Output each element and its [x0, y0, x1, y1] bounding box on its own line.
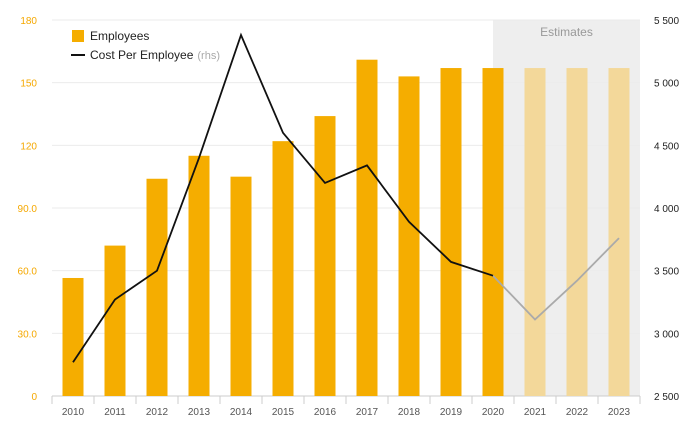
- right-tick-label: 3 500: [654, 267, 679, 278]
- bar-2023: [608, 68, 630, 397]
- legend: Employees Cost Per Employee (rhs): [71, 29, 220, 62]
- legend-line-suffix: (rhs): [197, 50, 220, 62]
- right-tick-label: 4 000: [654, 204, 679, 215]
- axes: 0 30.0 60.0 90.0 120 150 180 2 500 3 000 3 500 4 0…: [18, 16, 680, 418]
- bar-2017: [356, 59, 378, 396]
- left-tick-label: 0: [31, 392, 37, 403]
- right-tick-label: 4 500: [654, 141, 679, 152]
- x-tick-label: 2015: [272, 407, 295, 418]
- bar-2012: [146, 178, 168, 396]
- x-tick-label: 2012: [146, 407, 169, 418]
- legend-bar-swatch: [72, 30, 84, 42]
- bar-2014: [230, 176, 252, 396]
- x-tick-label: 2022: [566, 407, 589, 418]
- bar-2020: [482, 68, 504, 397]
- legend-line-label: Cost Per Employee (rhs): [90, 48, 220, 62]
- left-tick-label: 60.0: [18, 267, 38, 278]
- left-tick-label: 150: [20, 79, 37, 90]
- bar-2013: [188, 155, 210, 396]
- legend-line-text: Cost Per Employee: [90, 48, 194, 62]
- line-estimates: [492, 237, 620, 321]
- bar-2016: [314, 116, 336, 396]
- left-tick-label: 180: [20, 16, 37, 27]
- bar-2010: [62, 277, 84, 396]
- left-tick-label: 120: [20, 141, 37, 152]
- bars: [62, 59, 630, 397]
- left-tick-label: 90.0: [18, 204, 38, 215]
- x-tick-label: 2021: [524, 407, 547, 418]
- x-tick-label: 2016: [314, 407, 337, 418]
- bar-2019: [440, 68, 462, 397]
- right-tick-label: 5 000: [654, 79, 679, 90]
- bar-2011: [104, 245, 126, 396]
- right-tick-label: 3 000: [654, 329, 679, 340]
- bar-2015: [272, 141, 294, 396]
- legend-bar-label: Employees: [90, 29, 149, 43]
- estimates-label: Estimates: [540, 25, 593, 39]
- line-actual: [72, 32, 494, 363]
- x-tick-label: 2018: [398, 407, 421, 418]
- bar-2018: [398, 76, 420, 397]
- right-tick-label: 5 500: [654, 16, 679, 27]
- x-tick-label: 2023: [608, 407, 631, 418]
- left-tick-label: 30.0: [18, 329, 38, 340]
- bar-2022: [566, 68, 588, 397]
- bar-2021: [524, 68, 546, 397]
- x-tick-label: 2011: [104, 407, 126, 418]
- x-tick-label: 2020: [482, 407, 505, 418]
- x-tick-label: 2010: [62, 407, 85, 418]
- x-tick-label: 2014: [230, 407, 253, 418]
- line-series: [72, 32, 620, 363]
- x-tick-label: 2019: [440, 407, 463, 418]
- right-tick-label: 2 500: [654, 392, 679, 403]
- x-tick-label: 2017: [356, 407, 379, 418]
- x-tick-label: 2013: [188, 407, 211, 418]
